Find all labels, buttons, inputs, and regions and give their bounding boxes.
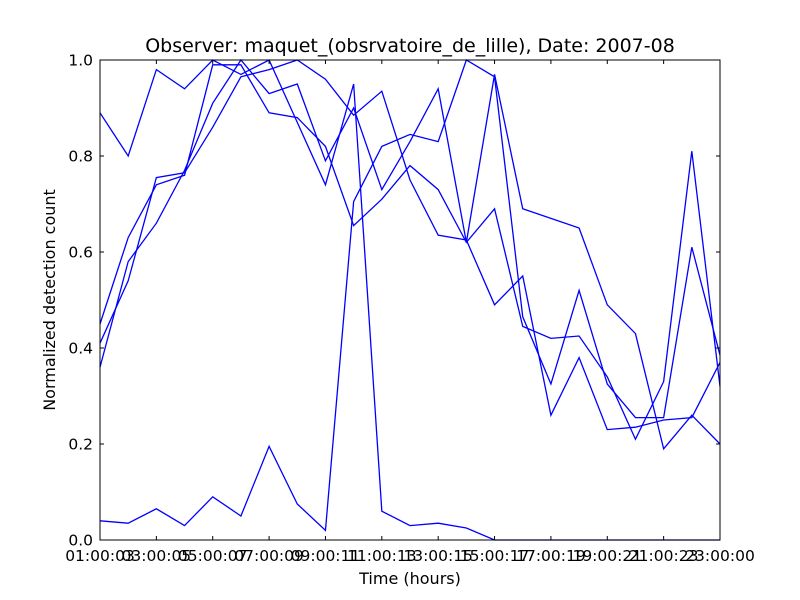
y-tick-label: 1.0 xyxy=(68,52,93,70)
plot-frame xyxy=(99,59,721,541)
y-tick-label: 0.8 xyxy=(68,148,93,166)
x-axis-ticks: 01:00:0303:00:0505:00:0707:00:0909:00:11… xyxy=(65,60,755,565)
chart-title: Observer: maquet_(obsrvatoire_de_lille),… xyxy=(145,35,675,57)
y-tick-label: 0.2 xyxy=(68,436,93,454)
series-line-5 xyxy=(99,59,721,532)
x-tick-label: 05:00:07 xyxy=(178,547,248,565)
x-axis-label: Time (hours) xyxy=(358,569,461,588)
x-tick-label: 15:00:17 xyxy=(460,547,530,565)
y-tick-label: 0.4 xyxy=(68,340,93,358)
x-tick-label: 13:00:15 xyxy=(403,547,473,565)
y-tick-label: 0.6 xyxy=(68,244,93,262)
series-line-2 xyxy=(99,58,721,451)
x-tick-label: 07:00:09 xyxy=(234,547,304,565)
y-axis-ticks: 0.0 0.2 0.4 0.6 0.8 1.0 xyxy=(68,52,720,550)
x-tick-label: 01:00:03 xyxy=(65,547,135,565)
x-tick-label: 21:00:23 xyxy=(629,547,699,565)
y-tick-label: 0.0 xyxy=(68,532,93,550)
x-tick-label: 03:00:05 xyxy=(122,547,192,565)
series-line-3 xyxy=(99,64,721,441)
y-axis-label: Normalized detection count xyxy=(40,189,59,411)
x-tick-label: 23:00:00 xyxy=(685,547,755,565)
x-tick-label: 19:00:21 xyxy=(572,547,642,565)
series-line-4 xyxy=(99,59,721,431)
x-tick-label: 09:00:11 xyxy=(291,547,361,565)
x-tick-label: 11:00:13 xyxy=(347,547,417,565)
x-tick-label: 17:00:19 xyxy=(516,547,586,565)
